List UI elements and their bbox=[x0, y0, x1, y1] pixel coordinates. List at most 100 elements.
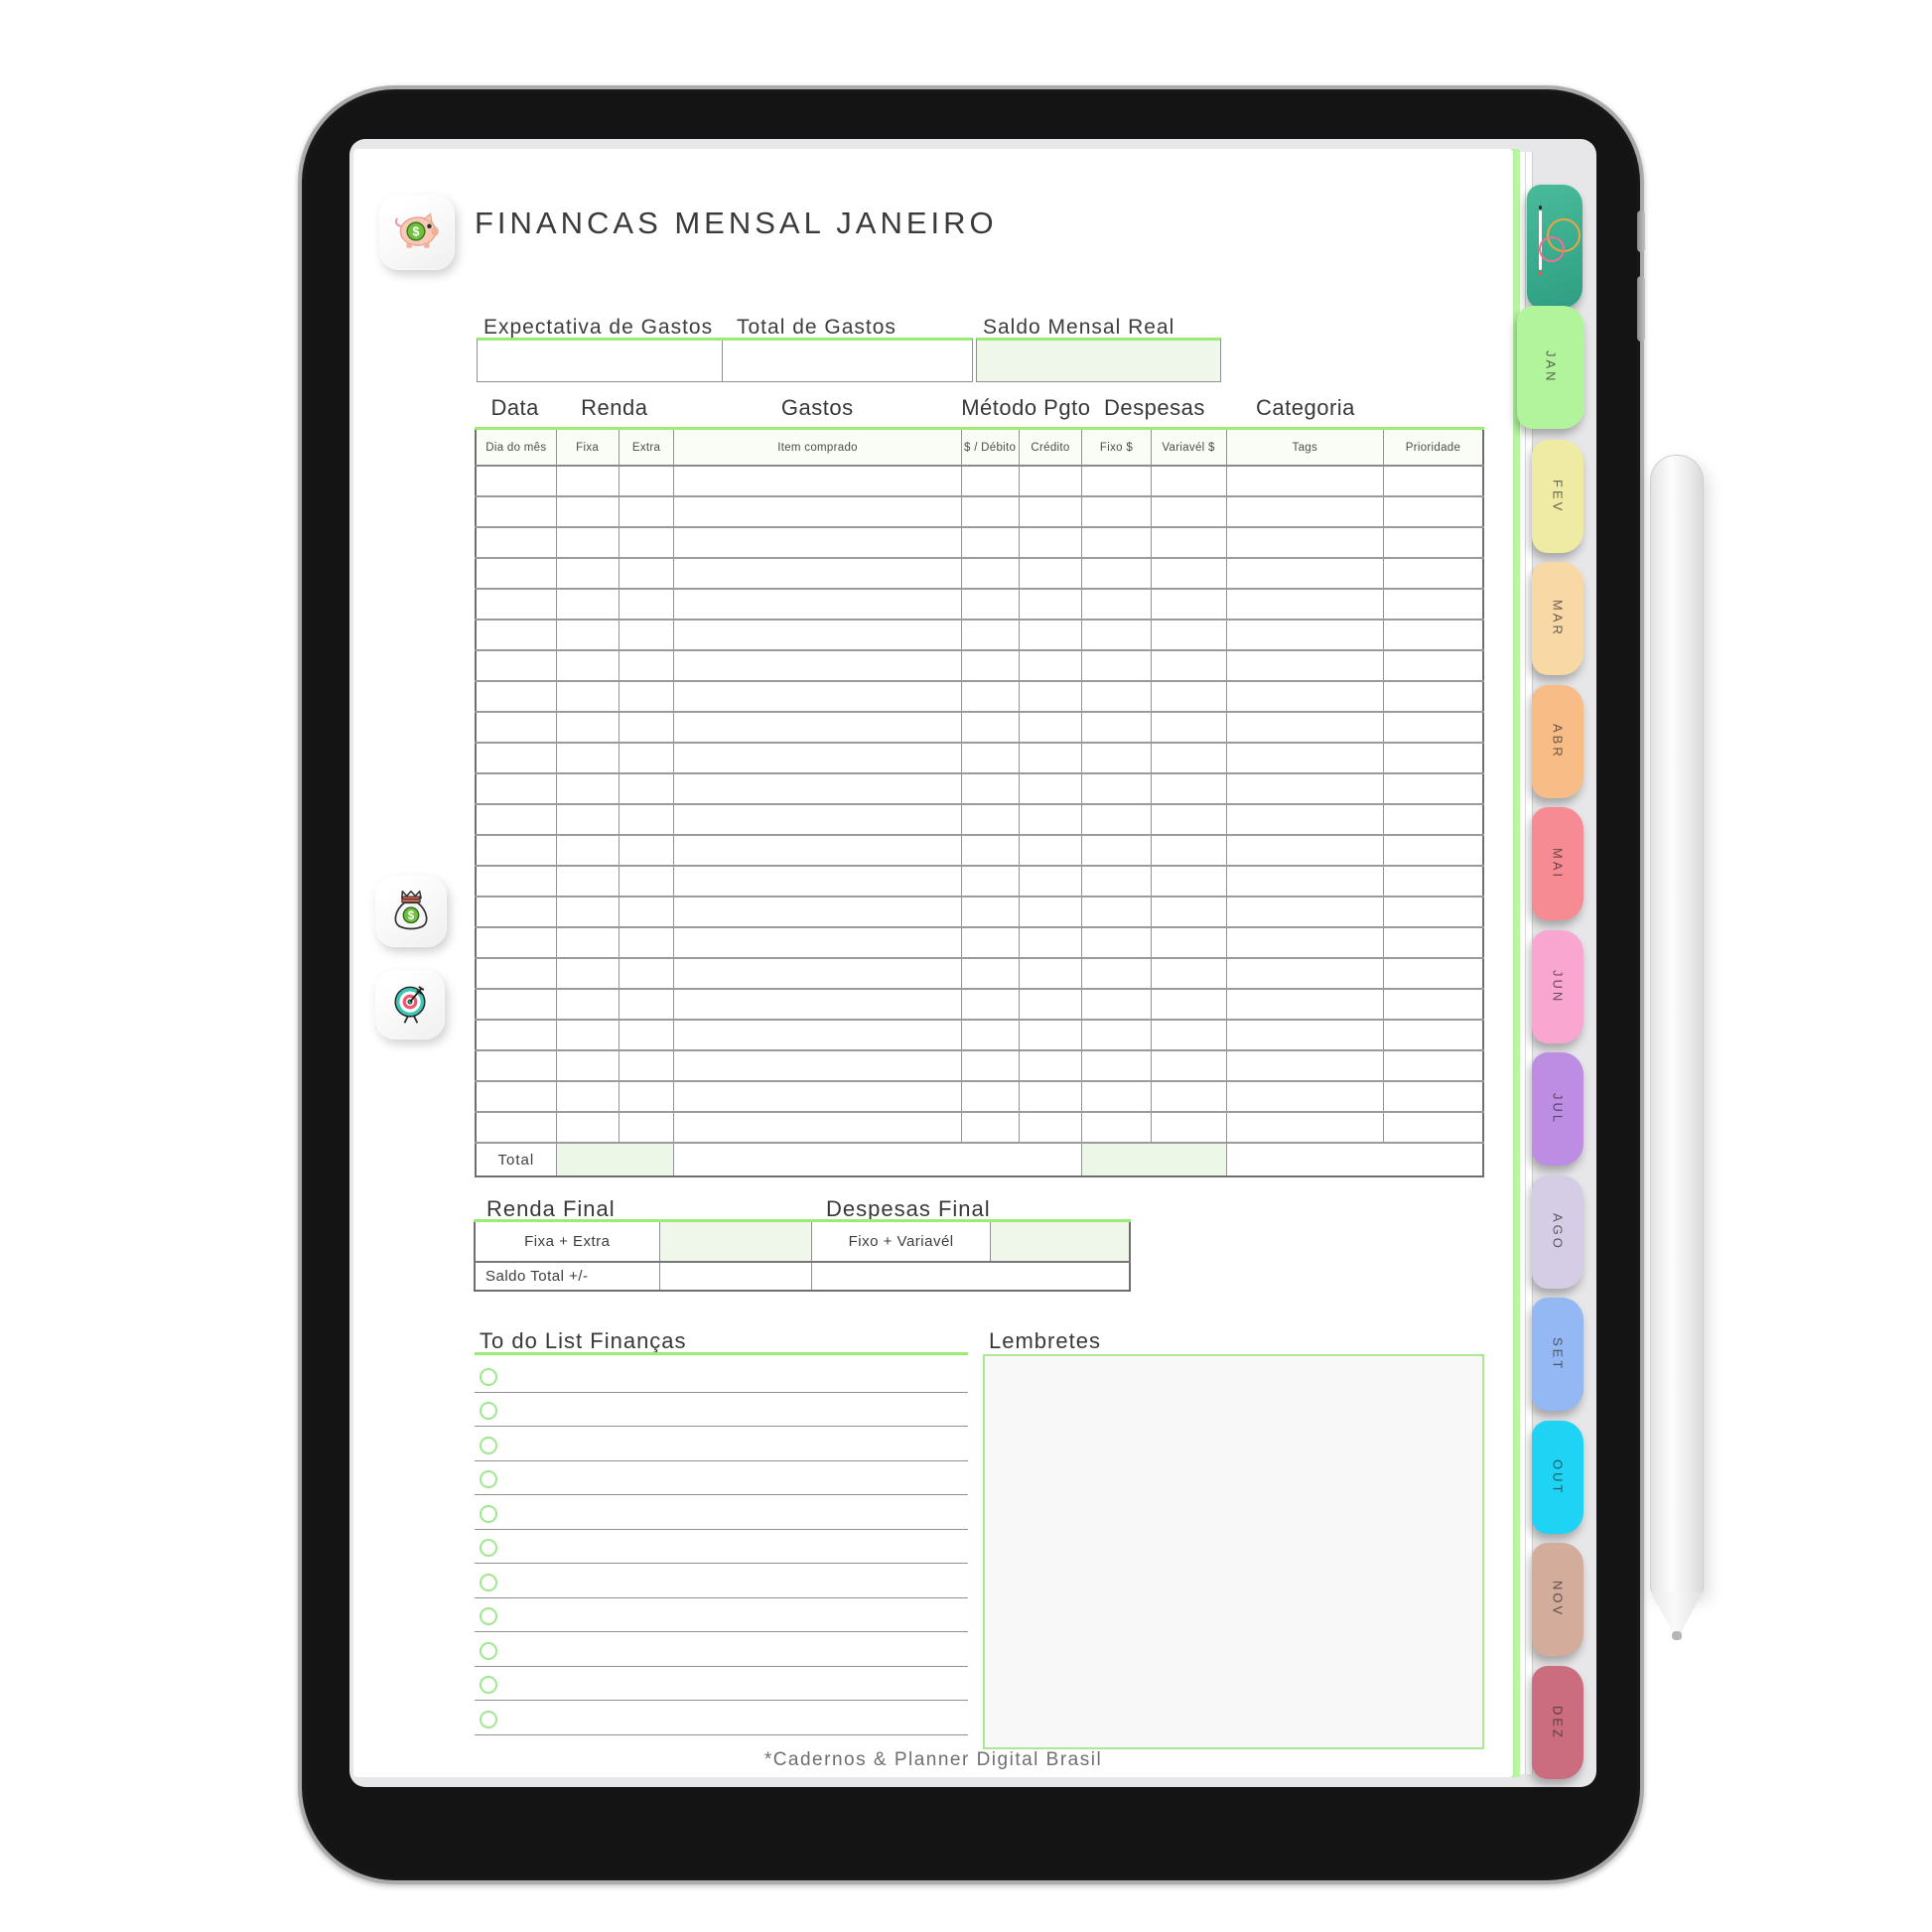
expense-cell[interactable] bbox=[673, 1111, 962, 1144]
expense-cell[interactable] bbox=[618, 1080, 675, 1113]
expense-cell[interactable] bbox=[618, 588, 675, 621]
expense-cell[interactable] bbox=[960, 619, 1020, 651]
expense-cell[interactable] bbox=[1081, 1049, 1152, 1082]
expense-cell[interactable] bbox=[555, 834, 620, 867]
expense-cell[interactable] bbox=[960, 926, 1020, 959]
lembretes-box[interactable] bbox=[983, 1354, 1484, 1749]
expense-cell[interactable] bbox=[1382, 803, 1484, 836]
expense-cell[interactable] bbox=[1018, 680, 1083, 713]
tab-jun[interactable]: JUN bbox=[1532, 930, 1584, 1043]
todo-checkbox[interactable] bbox=[480, 1676, 497, 1694]
expense-cell[interactable] bbox=[618, 649, 675, 682]
expense-cell[interactable] bbox=[960, 803, 1020, 836]
expense-cell[interactable] bbox=[1150, 1049, 1227, 1082]
expense-cell[interactable] bbox=[1225, 834, 1384, 867]
expense-cell[interactable] bbox=[1018, 1019, 1083, 1051]
expense-cell[interactable] bbox=[475, 957, 557, 990]
expense-cell[interactable] bbox=[1081, 619, 1152, 651]
expense-cell[interactable] bbox=[1150, 865, 1227, 897]
expense-cell[interactable] bbox=[475, 649, 557, 682]
expense-cell[interactable] bbox=[555, 772, 620, 805]
expense-cell[interactable] bbox=[960, 649, 1020, 682]
todo-checkbox[interactable] bbox=[480, 1710, 497, 1728]
expense-cell[interactable] bbox=[673, 742, 962, 774]
expense-cell[interactable] bbox=[673, 834, 962, 867]
expense-cell[interactable] bbox=[673, 865, 962, 897]
expense-cell[interactable] bbox=[1225, 1049, 1384, 1082]
expense-cell[interactable] bbox=[1150, 619, 1227, 651]
expense-cell[interactable] bbox=[555, 649, 620, 682]
expense-cell[interactable] bbox=[673, 495, 962, 528]
expense-cell[interactable] bbox=[555, 865, 620, 897]
expense-cell[interactable] bbox=[673, 649, 962, 682]
expense-cell[interactable] bbox=[1382, 649, 1484, 682]
todo-item[interactable] bbox=[475, 1632, 968, 1667]
todo-item[interactable] bbox=[475, 1393, 968, 1427]
expense-cell[interactable] bbox=[1081, 465, 1152, 497]
expense-cell[interactable] bbox=[1081, 988, 1152, 1021]
tab-out[interactable]: OUT bbox=[1532, 1421, 1584, 1534]
expense-cell[interactable] bbox=[1018, 649, 1083, 682]
expense-cell[interactable] bbox=[618, 957, 675, 990]
expense-cell[interactable] bbox=[618, 465, 675, 497]
expense-cell[interactable] bbox=[1081, 711, 1152, 744]
target-button[interactable] bbox=[375, 970, 445, 1039]
expense-cell[interactable] bbox=[673, 619, 962, 651]
saldo-total-input[interactable] bbox=[658, 1261, 813, 1291]
expense-cell[interactable] bbox=[1018, 526, 1083, 559]
expense-cell[interactable] bbox=[1225, 896, 1384, 928]
tab-mai[interactable]: MAI bbox=[1532, 807, 1584, 920]
expense-cell[interactable] bbox=[1018, 988, 1083, 1021]
fixo-variavel-input[interactable] bbox=[989, 1219, 1131, 1263]
expense-cell[interactable] bbox=[618, 711, 675, 744]
expense-cell[interactable] bbox=[1382, 465, 1484, 497]
expense-cell[interactable] bbox=[960, 526, 1020, 559]
expense-cell[interactable] bbox=[1225, 803, 1384, 836]
expense-cell[interactable] bbox=[1081, 772, 1152, 805]
expense-cell[interactable] bbox=[960, 680, 1020, 713]
expense-cell[interactable] bbox=[555, 896, 620, 928]
expense-cell[interactable] bbox=[475, 834, 557, 867]
expense-cell[interactable] bbox=[1018, 865, 1083, 897]
expense-cell[interactable] bbox=[1081, 1080, 1152, 1113]
expense-cell[interactable] bbox=[1225, 957, 1384, 990]
todo-item[interactable] bbox=[475, 1530, 968, 1564]
expense-cell[interactable] bbox=[555, 557, 620, 590]
expense-cell[interactable] bbox=[1018, 1080, 1083, 1113]
expense-cell[interactable] bbox=[1382, 772, 1484, 805]
expense-cell[interactable] bbox=[475, 495, 557, 528]
expense-cell[interactable] bbox=[1081, 742, 1152, 774]
tab-abr[interactable]: ABR bbox=[1532, 685, 1584, 798]
expense-cell[interactable] bbox=[673, 1019, 962, 1051]
expense-cell[interactable] bbox=[1081, 1111, 1152, 1144]
todo-checkbox[interactable] bbox=[480, 1641, 497, 1660]
expense-cell[interactable] bbox=[1018, 742, 1083, 774]
expense-cell[interactable] bbox=[1225, 465, 1384, 497]
expense-cell[interactable] bbox=[555, 742, 620, 774]
expense-cell[interactable] bbox=[1382, 1111, 1484, 1144]
expense-cell[interactable] bbox=[1382, 557, 1484, 590]
expense-cell[interactable] bbox=[1018, 926, 1083, 959]
expense-cell[interactable] bbox=[618, 495, 675, 528]
expense-cell[interactable] bbox=[475, 1049, 557, 1082]
expense-cell[interactable] bbox=[475, 619, 557, 651]
tab-mar[interactable]: MAR bbox=[1532, 562, 1584, 675]
expense-cell[interactable] bbox=[1225, 619, 1384, 651]
total-mid-cell[interactable] bbox=[673, 1142, 1083, 1177]
expense-cell[interactable] bbox=[673, 588, 962, 621]
expense-cell[interactable] bbox=[960, 1019, 1020, 1051]
expense-cell[interactable] bbox=[1382, 988, 1484, 1021]
expense-cell[interactable] bbox=[475, 988, 557, 1021]
expense-cell[interactable] bbox=[1081, 526, 1152, 559]
todo-item[interactable] bbox=[475, 1667, 968, 1701]
expense-cell[interactable] bbox=[555, 1111, 620, 1144]
expense-cell[interactable] bbox=[1382, 896, 1484, 928]
total-despesas-cell[interactable] bbox=[1081, 1142, 1227, 1177]
expense-cell[interactable] bbox=[1382, 834, 1484, 867]
todo-checkbox[interactable] bbox=[480, 1436, 497, 1454]
expense-cell[interactable] bbox=[618, 1111, 675, 1144]
todo-item[interactable] bbox=[475, 1495, 968, 1530]
expense-cell[interactable] bbox=[555, 957, 620, 990]
expense-cell[interactable] bbox=[960, 834, 1020, 867]
expense-cell[interactable] bbox=[618, 865, 675, 897]
